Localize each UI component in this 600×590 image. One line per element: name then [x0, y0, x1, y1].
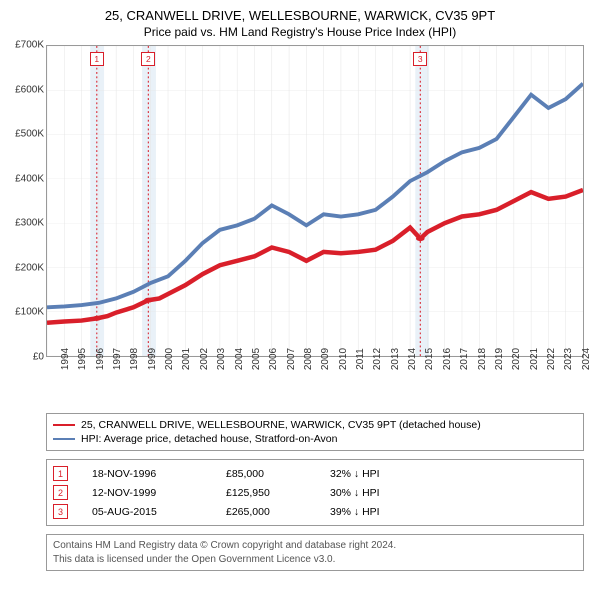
- sale-price: £85,000: [226, 468, 306, 480]
- sale-price: £125,950: [226, 487, 306, 499]
- series-hpi: [47, 84, 583, 308]
- legend-item: HPI: Average price, detached house, Stra…: [53, 432, 577, 446]
- sale-marker-dot: [144, 298, 153, 303]
- sale-marker-box: 2: [141, 52, 155, 66]
- legend: 25, CRANWELL DRIVE, WELLESBOURNE, WARWIC…: [46, 413, 584, 451]
- sale-marker-dot: [93, 316, 102, 321]
- legend-label: HPI: Average price, detached house, Stra…: [81, 433, 337, 445]
- y-tick-label: £300K: [15, 218, 44, 229]
- sale-date: 05-AUG-2015: [92, 506, 202, 518]
- y-tick-label: £700K: [15, 40, 44, 51]
- y-axis: £0£100K£200K£300K£400K£500K£600K£700K: [8, 45, 46, 357]
- sale-number-box: 1: [53, 466, 68, 481]
- plot-region: 1 2 3: [46, 45, 584, 357]
- sales-row: 1 18-NOV-1996 £85,000 32% ↓ HPI: [53, 464, 577, 483]
- legend-swatch: [53, 424, 75, 426]
- shaded-band: [415, 46, 429, 356]
- chart-title-block: 25, CRANWELL DRIVE, WELLESBOURNE, WARWIC…: [8, 8, 592, 39]
- sale-delta: 32% ↓ HPI: [330, 468, 380, 480]
- sales-row: 3 05-AUG-2015 £265,000 39% ↓ HPI: [53, 502, 577, 521]
- shaded-band: [90, 46, 104, 356]
- chart-subtitle: Price paid vs. HM Land Registry's House …: [8, 25, 592, 39]
- sale-delta: 30% ↓ HPI: [330, 487, 380, 499]
- y-tick-label: £100K: [15, 307, 44, 318]
- plot-svg: [47, 46, 583, 356]
- sale-date: 12-NOV-1999: [92, 487, 202, 499]
- sale-number-box: 2: [53, 485, 68, 500]
- legend-label: 25, CRANWELL DRIVE, WELLESBOURNE, WARWIC…: [81, 419, 481, 431]
- sale-date: 18-NOV-1996: [92, 468, 202, 480]
- sale-price: £265,000: [226, 506, 306, 518]
- y-tick-label: £200K: [15, 262, 44, 273]
- sale-delta: 39% ↓ HPI: [330, 506, 380, 518]
- chart-area: £0£100K£200K£300K£400K£500K£600K£700K 12…: [46, 45, 584, 385]
- y-tick-label: £0: [33, 352, 44, 363]
- sale-number-box: 3: [53, 504, 68, 519]
- sales-table: 1 18-NOV-1996 £85,000 32% ↓ HPI 2 12-NOV-1999…: [46, 459, 584, 526]
- sale-marker-box: 1: [90, 52, 104, 66]
- sales-row: 2 12-NOV-1999 £125,950 30% ↓ HPI: [53, 483, 577, 502]
- sale-marker-box: 3: [413, 52, 427, 66]
- chart-title: 25, CRANWELL DRIVE, WELLESBOURNE, WARWIC…: [8, 8, 592, 23]
- sale-marker-dot: [416, 236, 425, 241]
- y-tick-label: £500K: [15, 129, 44, 140]
- x-tick-label: 2024: [567, 348, 592, 370]
- footer-note: Contains HM Land Registry data © Crown c…: [46, 534, 584, 571]
- series-property: [47, 190, 583, 323]
- y-tick-label: £600K: [15, 84, 44, 95]
- shaded-band: [142, 46, 156, 356]
- x-axis: 1994199519961997199819992000200120022003…: [46, 357, 584, 385]
- y-tick-label: £400K: [15, 173, 44, 184]
- legend-swatch: [53, 438, 75, 440]
- legend-item: 25, CRANWELL DRIVE, WELLESBOURNE, WARWIC…: [53, 418, 577, 432]
- footer-line-2: This data is licensed under the Open Gov…: [53, 553, 577, 567]
- footer-line-1: Contains HM Land Registry data © Crown c…: [53, 539, 577, 553]
